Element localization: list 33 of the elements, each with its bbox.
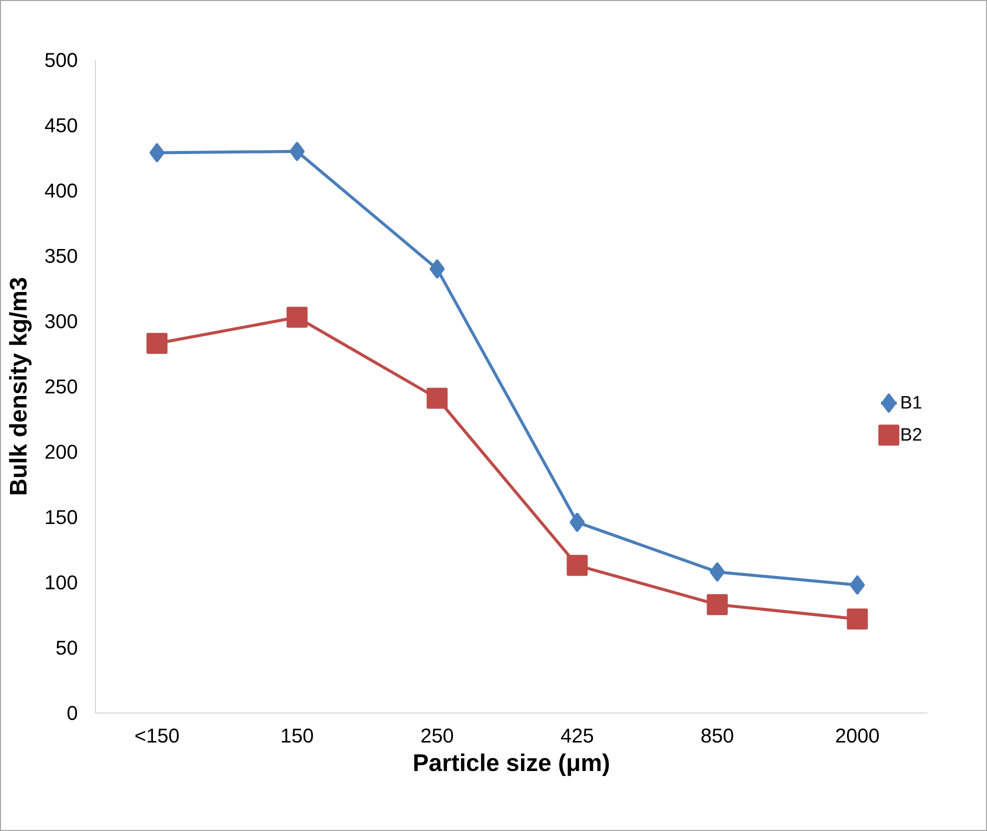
- y-tick-label: 0: [68, 706, 78, 720]
- point: [710, 562, 725, 582]
- y-tick-label: 150: [46, 510, 78, 524]
- point: [850, 576, 865, 595]
- x-axis-title: Particle size (μm): [414, 754, 609, 776]
- y-tick-label: 50: [56, 640, 78, 655]
- y-tick-label: 450: [44, 118, 78, 132]
- x-tick-label: 2000: [836, 728, 879, 743]
- y-tick-label: 200: [45, 444, 78, 459]
- x-tick-label: 425: [560, 728, 594, 743]
- point: [846, 608, 868, 630]
- y-tick-label: 300: [45, 314, 78, 328]
- legend-label: B1: [902, 396, 922, 409]
- y-tick-label: 350: [45, 248, 78, 263]
- x-tick-label: <150: [135, 728, 179, 743]
- point: [426, 388, 448, 409]
- y-tick-label: 100: [46, 575, 78, 590]
- point: [146, 332, 168, 354]
- point: [706, 594, 728, 616]
- x-tick-label: 850: [701, 728, 734, 743]
- legend-label: B2: [902, 428, 922, 441]
- x-tick-label: 150: [282, 728, 313, 743]
- point: [150, 143, 165, 162]
- point: [570, 512, 585, 532]
- y-tick-label: 250: [45, 379, 78, 394]
- y-tick-label: 500: [45, 52, 78, 68]
- x-tick-label: 250: [421, 728, 454, 743]
- y-axis-title: Bulk density kg/m3: [9, 278, 32, 494]
- point: [290, 142, 305, 161]
- point: [286, 306, 308, 328]
- point: [566, 554, 588, 576]
- point: [430, 259, 445, 278]
- y-tick-label: 400: [44, 184, 78, 198]
